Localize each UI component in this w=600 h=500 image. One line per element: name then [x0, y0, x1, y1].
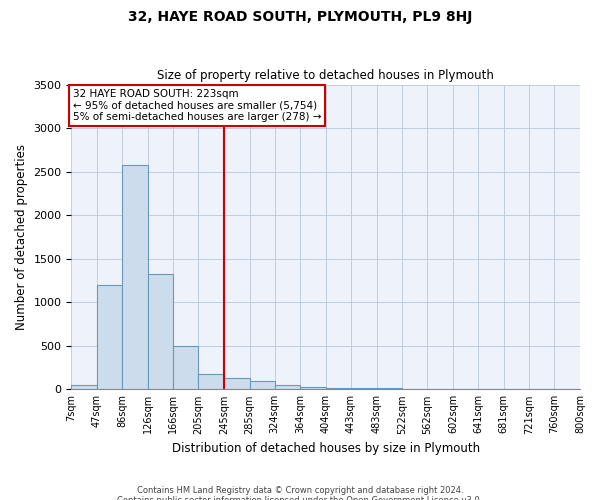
Bar: [199, 374, 224, 390]
Bar: [301, 386, 326, 390]
Bar: [275, 385, 301, 390]
Bar: [97, 285, 122, 390]
Bar: [224, 378, 250, 390]
Bar: [402, 388, 427, 390]
Bar: [71, 385, 97, 390]
Bar: [351, 388, 377, 390]
Text: 32 HAYE ROAD SOUTH: 223sqm
← 95% of detached houses are smaller (5,754)
5% of se: 32 HAYE ROAD SOUTH: 223sqm ← 95% of deta…: [73, 89, 321, 122]
Bar: [148, 274, 173, 390]
Bar: [122, 164, 148, 390]
Bar: [173, 346, 199, 390]
Text: Contains HM Land Registry data © Crown copyright and database right 2024.: Contains HM Land Registry data © Crown c…: [137, 486, 463, 495]
Bar: [326, 388, 351, 390]
Text: Contains public sector information licensed under the Open Government Licence v3: Contains public sector information licen…: [118, 496, 482, 500]
Bar: [377, 388, 402, 390]
X-axis label: Distribution of detached houses by size in Plymouth: Distribution of detached houses by size …: [172, 442, 480, 455]
Bar: [250, 380, 275, 390]
Title: Size of property relative to detached houses in Plymouth: Size of property relative to detached ho…: [157, 69, 494, 82]
Y-axis label: Number of detached properties: Number of detached properties: [15, 144, 28, 330]
Text: 32, HAYE ROAD SOUTH, PLYMOUTH, PL9 8HJ: 32, HAYE ROAD SOUTH, PLYMOUTH, PL9 8HJ: [128, 10, 472, 24]
